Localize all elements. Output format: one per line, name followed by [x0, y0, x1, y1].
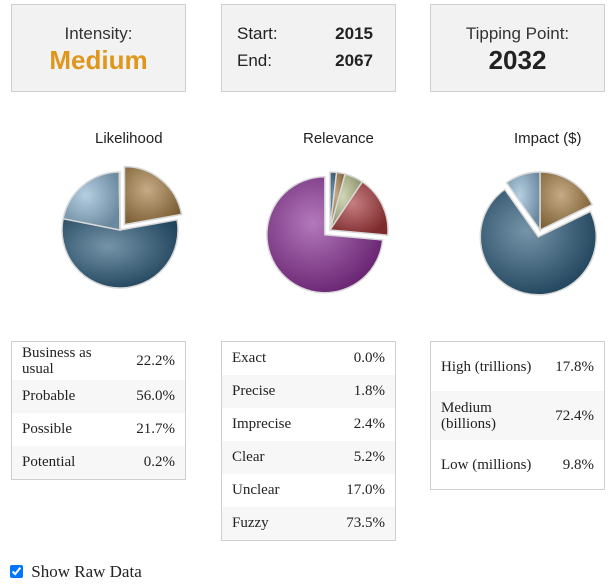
pie-slice-high-trillions	[539, 171, 594, 232]
table-row: Clear 5.2%	[221, 441, 396, 474]
table-row: Exact 0.0%	[222, 342, 396, 376]
table-row: Probable 56.0%	[11, 380, 186, 413]
table-row: Imprecise 2.4%	[222, 408, 396, 441]
row-label: Clear	[221, 441, 322, 474]
end-row: End: 2067	[237, 51, 373, 71]
row-label: Medium (billions)	[430, 391, 546, 440]
pie-slice-potential	[118, 171, 121, 231]
row-label: Potential	[11, 446, 127, 480]
start-value: 2015	[335, 24, 373, 43]
row-label: Exact	[232, 350, 267, 366]
tipping-point-label: Tipping Point:	[465, 24, 570, 43]
row-label: Low (millions)	[441, 456, 532, 473]
row-label: High (trillions)	[441, 358, 532, 375]
row-label: Fuzzy	[221, 507, 322, 541]
start-row: Start: 2015	[237, 24, 373, 44]
table-row: Low (millions) 9.8%	[431, 440, 605, 490]
date-range-panel: Start: 2015 End: 2067	[221, 4, 396, 92]
show-raw-data-label[interactable]: Show Raw Data	[31, 562, 142, 581]
pie-slice-possible	[62, 171, 121, 231]
intensity-panel: Intensity: Medium	[11, 4, 186, 92]
row-value: 73.5%	[321, 507, 396, 541]
row-value: 0.2%	[126, 446, 186, 480]
table-row: Precise 1.8%	[221, 375, 396, 408]
impact-chart-title: Impact ($)	[514, 130, 582, 147]
table-row: Business as usual 22.2%	[12, 342, 186, 381]
pie-slice-probable	[61, 217, 179, 289]
show-raw-data-toggle[interactable]: Show Raw Data	[10, 562, 142, 582]
row-value: 5.2%	[321, 441, 396, 474]
table-row: Unclear 17.0%	[222, 474, 396, 507]
row-value: 0.0%	[353, 350, 385, 366]
row-label: Unclear	[232, 482, 280, 498]
row-value: 1.8%	[321, 375, 396, 408]
row-value: 56.0%	[126, 380, 186, 413]
show-raw-data-checkbox[interactable]	[10, 565, 23, 578]
end-value: 2067	[335, 51, 373, 70]
row-value: 17.0%	[346, 482, 385, 498]
row-value: 17.8%	[555, 358, 594, 375]
row-label: Precise	[221, 375, 322, 408]
intensity-value: Medium	[49, 45, 148, 75]
likelihood-table: Business as usual 22.2% Probable 56.0% Pos…	[11, 341, 186, 480]
row-value: 72.4%	[545, 391, 605, 440]
pie-slice-fuzzy	[266, 175, 384, 294]
table-row: Fuzzy 73.5%	[221, 507, 396, 541]
pie-slice-unclear	[328, 180, 389, 237]
pie-slice-business-as-usual	[123, 165, 183, 226]
row-label: Possible	[22, 421, 73, 437]
impact-table: High (trillions) 17.8% Medium (billions) 7…	[430, 341, 605, 490]
row-label: Probable	[11, 380, 127, 413]
table-row: Potential 0.2%	[11, 446, 186, 480]
row-label: Imprecise	[232, 416, 292, 432]
row-value: 21.7%	[136, 421, 175, 437]
table-row: Possible 21.7%	[12, 413, 186, 446]
row-value: 22.2%	[136, 353, 175, 369]
tipping-point-value: 2032	[488, 45, 547, 75]
pie-slice-low-millions	[505, 171, 541, 233]
relevance-chart-title: Relevance	[303, 130, 374, 147]
table-row: Medium (billions) 72.4%	[430, 391, 605, 440]
end-label: End:	[237, 51, 272, 70]
table-row: High (trillions) 17.8%	[431, 342, 605, 392]
row-label: Business as usual	[22, 345, 92, 377]
likelihood-chart-title: Likelihood	[95, 130, 163, 147]
pie-slice-medium-billions	[479, 188, 597, 296]
tipping-point-panel: Tipping Point: 2032	[430, 4, 605, 92]
relevance-table: Exact 0.0% Precise 1.8% Imprecise 2.4% Clea…	[221, 341, 396, 541]
row-value: 9.8%	[562, 456, 594, 473]
impact-pie-chart	[479, 171, 597, 296]
intensity-label: Intensity:	[64, 24, 133, 43]
likelihood-pie-chart	[61, 165, 183, 289]
row-value: 2.4%	[353, 416, 385, 432]
relevance-pie-chart	[266, 171, 389, 294]
start-label: Start:	[237, 24, 278, 43]
